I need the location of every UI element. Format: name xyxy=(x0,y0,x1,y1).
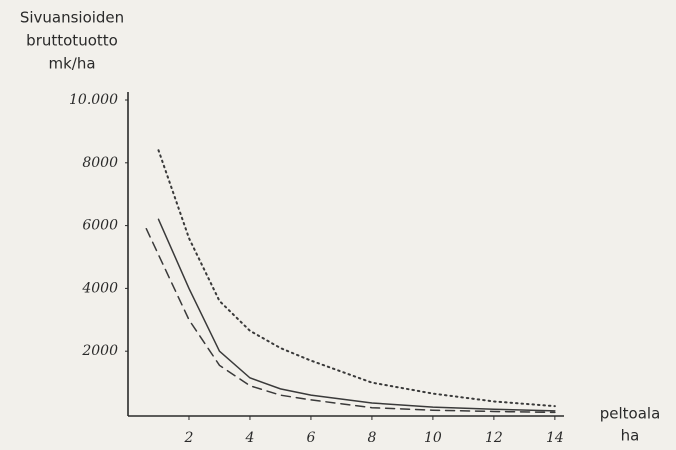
y-tick-label: 8000 xyxy=(82,155,118,171)
x-tick-label: 14 xyxy=(546,430,564,446)
y-axis-label: mk/ha xyxy=(48,55,95,73)
x-tick-label: 6 xyxy=(306,430,315,446)
y-tick-label: 10.000 xyxy=(69,92,118,108)
y-tick-label: 6000 xyxy=(82,218,118,234)
x-axis-label: ha xyxy=(621,427,640,445)
x-tick-label: 2 xyxy=(184,430,194,446)
data-line xyxy=(145,227,556,414)
x-axis-label: peltoala xyxy=(600,405,661,423)
y-axis-label: bruttotuotto xyxy=(26,32,118,50)
x-tick-label: 4 xyxy=(244,430,254,446)
data-line xyxy=(157,149,556,408)
x-tick-label: 8 xyxy=(367,430,376,446)
y-tick-label: 4000 xyxy=(81,280,118,296)
y-tick-label: 2000 xyxy=(81,343,118,359)
y-axis-label: Sivuansioiden xyxy=(20,9,124,27)
x-tick-label: 10 xyxy=(424,430,442,446)
x-tick-label: 12 xyxy=(485,430,503,446)
data-line xyxy=(157,218,556,412)
